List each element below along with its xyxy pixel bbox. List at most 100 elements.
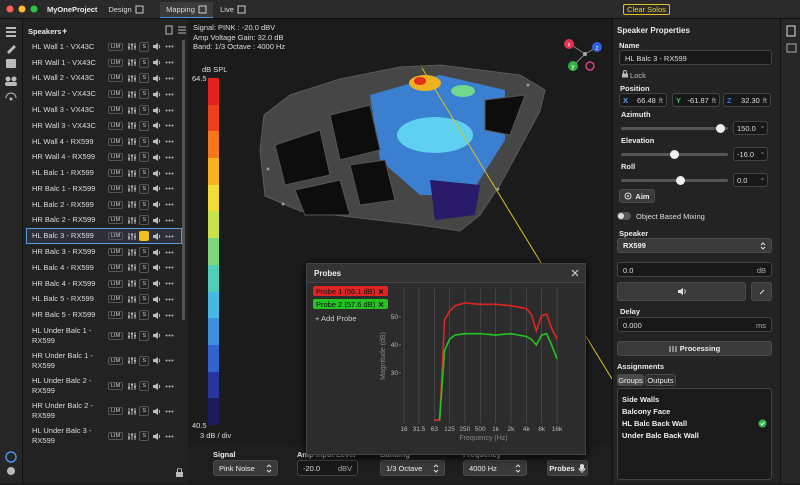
tab[interactable]: Mapping <box>160 2 213 18</box>
slider-thumb[interactable] <box>676 176 685 185</box>
limiter-badge[interactable]: LIM <box>108 106 124 115</box>
aim-button[interactable]: Aim <box>619 189 655 203</box>
solo-button[interactable]: S <box>139 310 150 321</box>
limiter-badge[interactable]: LIM <box>108 200 124 209</box>
speaker-row[interactable]: HL Wall 4 - RX599 LIM S <box>26 134 182 150</box>
speaker-row[interactable]: HL Balc 5 - RX599 LIM S <box>26 292 182 308</box>
name-input[interactable]: HL Balc 3 - RX599 <box>619 50 772 65</box>
group-item[interactable]: HL Balc Back Wall <box>622 419 767 428</box>
speaker-row[interactable]: HR Balc 4 - RX599 LIM S <box>26 276 182 292</box>
limiter-badge[interactable]: LIM <box>108 74 124 83</box>
group-item[interactable]: Under Balc Back Wall <box>622 431 767 440</box>
position-input[interactable]: Y -61.87 ft <box>672 93 720 107</box>
speaker-row[interactable]: HL Wall 1 - VX43C LIM S <box>26 39 182 55</box>
solo-button[interactable]: S <box>139 89 150 100</box>
solo-button[interactable]: S <box>139 262 150 273</box>
speaker-row[interactable]: HL Under Balc 3 - RX599 LIM S <box>26 424 182 449</box>
group-item[interactable]: Side Walls <box>622 395 767 404</box>
probe-chip[interactable]: Probe 1 (66.1 dB) <box>313 286 389 296</box>
speaker-row[interactable]: HR Wall 4 - RX599 LIM S <box>26 149 182 165</box>
limiter-badge[interactable]: LIM <box>108 432 124 441</box>
solo-button[interactable]: S <box>139 247 150 258</box>
control-input[interactable]: 1/3 Octave <box>380 460 445 476</box>
solo-button[interactable]: S <box>139 120 150 131</box>
group-item[interactable]: Balcony Face <box>622 407 767 416</box>
add-probe-button[interactable]: + Add Probe <box>315 314 357 323</box>
speaker-row[interactable]: HL Balc 3 - RX599 LIM S <box>26 228 182 245</box>
solo-button[interactable]: S <box>139 231 150 242</box>
speaker-row[interactable]: HL Balc 2 - RX599 LIM S <box>26 197 182 213</box>
control-input[interactable]: 4000 Hz <box>463 460 527 476</box>
speaker-row[interactable]: HL Balc 4 - RX599 LIM S <box>26 260 182 276</box>
solo-button[interactable]: S <box>139 73 150 84</box>
solo-button[interactable]: S <box>139 168 150 179</box>
solo-button[interactable]: S <box>139 431 150 442</box>
limiter-badge[interactable]: LIM <box>108 311 124 320</box>
control-input[interactable]: Pink Noise <box>213 460 278 476</box>
clear-solos-button[interactable]: Clear Solos <box>623 4 670 15</box>
limiter-badge[interactable]: LIM <box>108 331 124 340</box>
control-input[interactable]: -20.0 dBV <box>297 460 358 476</box>
probe-chip[interactable]: Probe 2 (57.6 dB) <box>313 299 389 309</box>
probes-button[interactable]: Probes <box>547 460 588 476</box>
limiter-badge[interactable]: LIM <box>108 58 124 67</box>
speaker-row[interactable]: HR Balc 1 - RX599 LIM S <box>26 181 182 197</box>
speaker-row[interactable]: HR Balc 3 - RX599 LIM S <box>26 244 182 260</box>
slider-input[interactable]: 0.0 ° <box>733 173 768 187</box>
speaker-row[interactable]: HL Wall 2 - VX43C LIM S <box>26 71 182 87</box>
limiter-badge[interactable]: LIM <box>108 137 124 146</box>
speaker-row[interactable]: HL Under Balc 1 - RX599 LIM S <box>26 323 182 348</box>
solo-button[interactable]: S <box>139 152 150 163</box>
polarity-button[interactable] <box>617 282 746 301</box>
limiter-badge[interactable]: LIM <box>108 279 124 288</box>
limiter-badge[interactable]: LIM <box>108 407 124 416</box>
solo-button[interactable]: S <box>139 41 150 52</box>
lock-label[interactable]: Lock <box>630 71 646 80</box>
limiter-badge[interactable]: LIM <box>108 356 124 365</box>
position-input[interactable]: X 66.48 ft <box>619 93 667 107</box>
slider[interactable] <box>621 150 728 159</box>
position-input[interactable]: Z 32.30 ft <box>723 93 771 107</box>
slider-thumb[interactable] <box>670 150 679 159</box>
solo-button[interactable]: S <box>139 278 150 289</box>
solo-button[interactable]: S <box>139 105 150 116</box>
solo-button[interactable]: S <box>139 294 150 305</box>
speaker-select[interactable]: RX599 <box>617 238 772 253</box>
solo-button[interactable]: S <box>139 215 150 226</box>
tab-groups[interactable]: Groups <box>617 374 644 386</box>
processing-button[interactable]: Processing <box>617 341 772 356</box>
speaker-row[interactable]: HL Wall 3 - VX43C LIM S <box>26 102 182 118</box>
limiter-badge[interactable]: LIM <box>108 169 124 178</box>
scrollbar[interactable] <box>182 40 185 320</box>
add-speaker-button[interactable]: + <box>62 26 68 36</box>
limiter-badge[interactable]: LIM <box>108 90 124 99</box>
solo-button[interactable]: S <box>139 355 150 366</box>
tab-outputs[interactable]: Outputs <box>645 374 676 386</box>
slider-thumb[interactable] <box>716 124 725 133</box>
limiter-badge[interactable]: LIM <box>108 232 124 241</box>
gain-input[interactable]: 0.0 dB <box>617 262 772 277</box>
solo-button[interactable]: S <box>139 136 150 147</box>
tab[interactable]: Live <box>216 2 250 17</box>
toggle[interactable] <box>617 212 631 220</box>
slider-input[interactable]: 150.0 ° <box>733 121 768 135</box>
limiter-badge[interactable]: LIM <box>108 248 124 257</box>
slider-input[interactable]: -16.0 ° <box>733 147 768 161</box>
solo-button[interactable]: S <box>139 199 150 210</box>
solo-button[interactable]: S <box>139 183 150 194</box>
venue-3d-view[interactable]: x y z <box>188 19 612 446</box>
tab[interactable]: Design <box>104 2 148 17</box>
link-button[interactable] <box>751 282 772 301</box>
solo-button[interactable]: S <box>139 406 150 417</box>
limiter-badge[interactable]: LIM <box>108 263 124 272</box>
solo-button[interactable]: S <box>139 381 150 392</box>
speaker-row[interactable]: HR Wall 1 - VX43C LIM S <box>26 55 182 71</box>
limiter-badge[interactable]: LIM <box>108 153 124 162</box>
delay-input[interactable]: 0.000 ms <box>617 317 772 332</box>
limiter-badge[interactable]: LIM <box>108 216 124 225</box>
speaker-row[interactable]: HR Balc 2 - RX599 LIM S <box>26 213 182 229</box>
limiter-badge[interactable]: LIM <box>108 295 124 304</box>
speaker-row[interactable]: HR Balc 5 - RX599 LIM S <box>26 307 182 323</box>
speaker-row[interactable]: HR Under Balc 2 - RX599 LIM S <box>26 399 182 424</box>
speaker-row[interactable]: HL Balc 1 - RX599 LIM S <box>26 165 182 181</box>
